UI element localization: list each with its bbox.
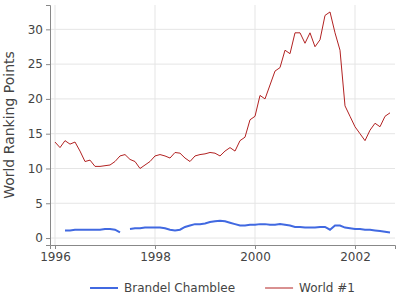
series-line (55, 12, 390, 169)
tick-mark (46, 168, 50, 169)
tick-label: 2002 (340, 250, 371, 264)
tick-mark (46, 203, 50, 204)
tick-label: 25 (28, 57, 43, 71)
tick-mark (46, 64, 50, 65)
axis-line (51, 246, 396, 250)
tick-mark (46, 238, 50, 239)
y-grid-line (50, 168, 395, 169)
y-grid-line (50, 29, 395, 30)
legend-label: Brandel Chamblee (124, 281, 235, 295)
legend: Brandel Chamblee World #1 (90, 281, 355, 295)
y-grid-line (50, 133, 395, 134)
x-grid-line (55, 5, 56, 245)
tick-label: 15 (28, 127, 43, 141)
y-axis-title: World Ranking Points (1, 51, 17, 199)
tick: 25 (28, 57, 50, 71)
tick-mark (155, 245, 156, 249)
tick-mark (46, 99, 50, 100)
lines (55, 12, 390, 233)
tick-mark (255, 245, 256, 249)
axis-line (46, 6, 51, 246)
tick: 2002 (340, 245, 371, 264)
tick: 20 (28, 92, 50, 106)
y-grid-line (50, 238, 395, 239)
tick-label: 20 (28, 92, 43, 106)
tick: 15 (28, 127, 50, 141)
tick-mark (46, 134, 50, 135)
tick-label: 2000 (240, 250, 271, 264)
legend-item: Brandel Chamblee (90, 281, 235, 295)
tick-label: 10 (28, 162, 43, 176)
tick-label: 1996 (40, 250, 71, 264)
tick: 1996 (40, 245, 71, 264)
tick: 5 (35, 197, 50, 211)
tick: 1998 (140, 245, 171, 264)
tick-mark (55, 245, 56, 249)
tick: 0 (35, 231, 50, 245)
y-grid-line (50, 203, 395, 204)
plot: 1996 1998 2000 2002 0 5 10 15 20 25 30 (28, 5, 396, 264)
legend-swatch (90, 287, 118, 289)
legend-label: World #1 (299, 281, 355, 295)
tick-label: 0 (35, 231, 43, 245)
legend-swatch (265, 288, 293, 289)
tick: 10 (28, 162, 50, 176)
chart: 1996 1998 2000 2002 0 5 10 15 20 25 30 World Rankin… (0, 0, 400, 300)
grid (50, 5, 395, 245)
x-grid-line (155, 5, 156, 245)
tick-label: 5 (35, 197, 43, 211)
tick-label: 1998 (140, 250, 171, 264)
x-grid-line (255, 5, 256, 245)
y-grid-line (50, 64, 395, 65)
legend-item: World #1 (265, 281, 355, 295)
tick-mark (46, 29, 50, 30)
tick: 2000 (240, 245, 271, 264)
tick: 30 (28, 23, 50, 37)
x-axis: 1996 1998 2000 2002 (40, 245, 395, 264)
y-grid-line (50, 98, 395, 99)
tick-mark (355, 245, 356, 249)
tick-label: 30 (28, 23, 43, 37)
y-axis: 0 5 10 15 20 25 30 (28, 6, 51, 246)
series-line (65, 221, 390, 233)
